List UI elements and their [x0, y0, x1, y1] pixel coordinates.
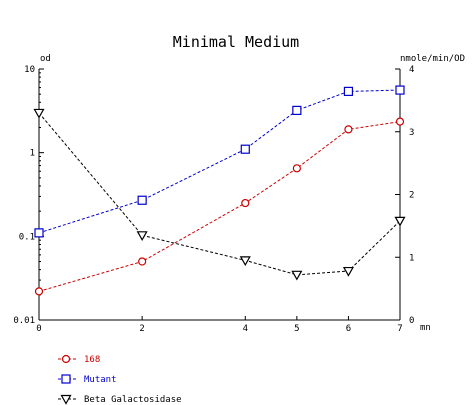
- data-point-beta-galactosidase: [136, 231, 148, 242]
- right-axis-tick-label: 4: [409, 65, 414, 75]
- series-line-beta-galactosidase: [38, 112, 401, 276]
- legend-marker-168: [61, 354, 71, 364]
- left-axis-tick-label: 1: [30, 149, 35, 159]
- data-point-mutant: [343, 86, 354, 96]
- right-axis-tick-label: 0: [409, 316, 414, 326]
- data-point-168: [395, 117, 405, 126]
- x-axis-tick-label: 0: [36, 324, 41, 334]
- data-point-168: [34, 287, 44, 296]
- x-axis-tick-label: 6: [346, 324, 351, 334]
- data-point-beta-galactosidase: [291, 270, 303, 281]
- data-point-mutant: [34, 228, 44, 238]
- right-axis-tick-label: 3: [409, 128, 414, 138]
- left-axis-label: od: [40, 54, 51, 64]
- legend: 168 Mutant Beta Galactosidase: [58, 354, 182, 405]
- chart-title: Minimal Medium: [173, 33, 299, 51]
- data-point-beta-galactosidase: [394, 216, 406, 227]
- x-axis-tick-label: 4: [243, 324, 248, 334]
- right-axis-label: nmole/min/OD: [400, 54, 465, 64]
- x-axis-tick-label: 2: [139, 324, 144, 334]
- x-axis-unit-label: mn: [420, 323, 431, 333]
- right-axis-tick-label: 2: [409, 191, 414, 201]
- data-point-mutant: [137, 195, 147, 205]
- data-point-168: [241, 198, 250, 208]
- x-axis-tick-label: 7: [397, 324, 402, 334]
- data-point-168: [138, 257, 147, 266]
- chart-marks: [33, 85, 406, 296]
- left-axis-tick-label: 0.1: [19, 232, 35, 242]
- legend-marker-beta-galactosidase: [60, 394, 72, 405]
- data-point-beta-galactosidase: [342, 266, 354, 277]
- left-axis-tick-label: 10: [24, 65, 35, 75]
- legend-label-beta-galactosidase: Beta Galactosidase: [84, 395, 182, 405]
- left-axis-tick-label: 0.01: [13, 316, 35, 326]
- legend-marker-mutant: [61, 374, 71, 384]
- data-point-mutant: [395, 85, 405, 95]
- data-point-mutant: [240, 144, 250, 154]
- data-point-168: [344, 125, 353, 134]
- legend-label-168: 168: [84, 355, 100, 365]
- data-point-mutant: [292, 105, 302, 116]
- series-line-mutant: [38, 89, 401, 234]
- data-point-beta-galactosidase: [239, 256, 251, 267]
- data-point-168: [292, 164, 301, 173]
- x-axis-tick-label: 5: [294, 324, 299, 334]
- data-point-beta-galactosidase: [33, 108, 45, 119]
- legend-label-mutant: Mutant: [84, 375, 117, 385]
- right-axis-tick-label: 1: [409, 253, 414, 263]
- series-line-168: [38, 121, 401, 292]
